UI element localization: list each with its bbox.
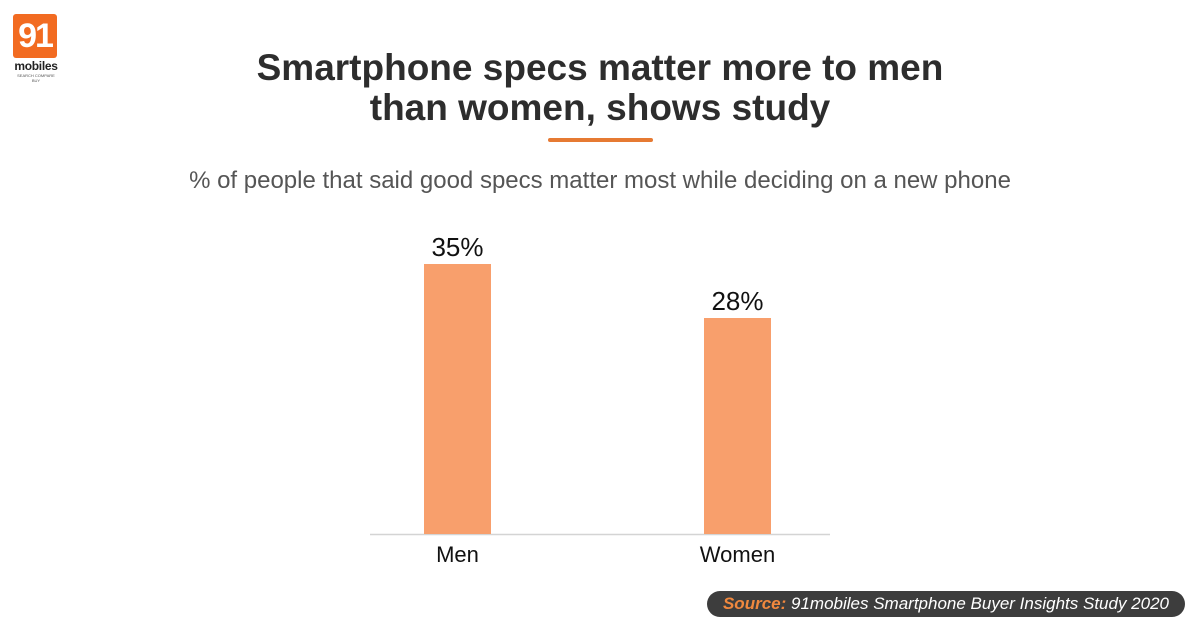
bar-women <box>704 318 771 534</box>
title-line-2: than women, shows study <box>369 87 831 128</box>
chart-title: Smartphone specs matter more to men than… <box>0 48 1200 128</box>
logo-tagline: SEARCH COMPARE BUY <box>17 73 55 83</box>
data-label-women: 28% <box>711 286 763 316</box>
source-label: Source: <box>722 594 787 613</box>
title-line-1: Smartphone specs matter more to men <box>256 47 944 88</box>
source-badge: Source: 91mobiles Smartphone Buyer Insig… <box>707 591 1185 617</box>
bar-men <box>424 264 491 534</box>
logo-word: mobiles <box>14 59 58 73</box>
data-label-men: 35% <box>431 232 483 262</box>
source-text: 91mobiles Smartphone Buyer Insights Stud… <box>791 594 1170 613</box>
logo-number: 91 <box>13 14 57 58</box>
brand-logo: 91 mobiles SEARCH COMPARE BUY <box>13 14 59 83</box>
chart-subtitle: % of people that said good specs matter … <box>189 167 1011 194</box>
title-divider <box>548 138 653 142</box>
x-tick-label-men: Men <box>436 542 479 567</box>
x-tick-label-women: Women <box>700 542 775 567</box>
